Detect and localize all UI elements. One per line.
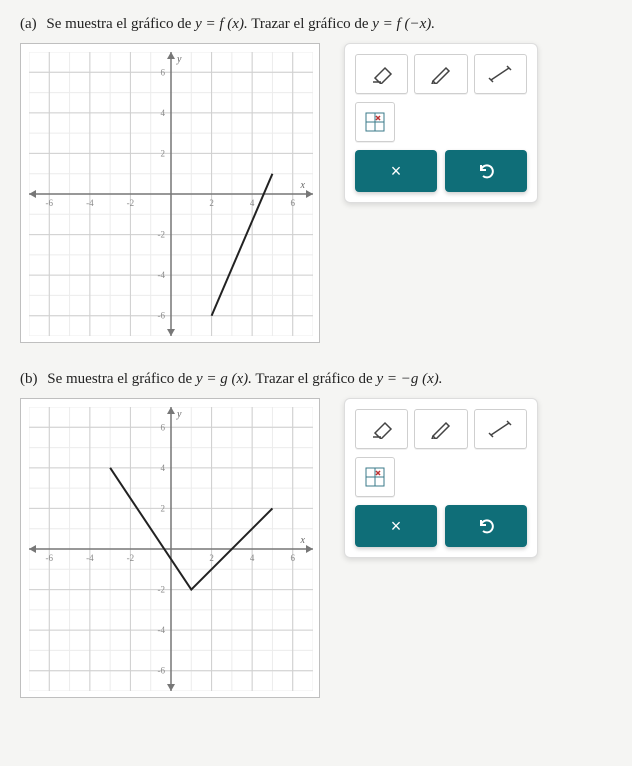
clear-button[interactable]: × [355, 150, 437, 192]
close-icon: × [391, 161, 402, 182]
eraser-tool[interactable] [355, 409, 408, 449]
graph-svg: -6-4-2246-6-4-2246xy [29, 52, 313, 336]
svg-text:-4: -4 [158, 625, 166, 635]
svg-text:-2: -2 [127, 198, 135, 208]
point-grid-tool[interactable] [355, 102, 395, 142]
svg-text:2: 2 [209, 553, 214, 563]
svg-text:y: y [176, 54, 182, 65]
svg-text:6: 6 [290, 553, 295, 563]
undo-icon [476, 161, 496, 181]
prompt-text-mid: Trazar el gráfico de [251, 16, 372, 32]
undo-icon [476, 516, 496, 536]
svg-text:4: 4 [161, 108, 166, 118]
tool-panel-b: × [344, 398, 538, 558]
svg-text:x: x [300, 180, 306, 191]
svg-text:x: x [300, 535, 306, 546]
pencil-tool[interactable] [414, 54, 467, 94]
pencil-tool[interactable] [414, 409, 467, 449]
prompt-text: Se muestra el gráfico de [47, 371, 196, 387]
svg-text:-4: -4 [86, 553, 94, 563]
line-tool[interactable] [474, 54, 527, 94]
eraser-tool[interactable] [355, 54, 408, 94]
equation-2: y = −g (x). [376, 371, 442, 387]
svg-text:2: 2 [161, 148, 166, 158]
part-label: (a) [20, 16, 37, 32]
svg-text:2: 2 [209, 198, 214, 208]
tool-panel-a: × [344, 43, 538, 203]
svg-text:4: 4 [250, 553, 255, 563]
svg-text:6: 6 [161, 422, 166, 432]
svg-text:6: 6 [161, 67, 166, 77]
close-icon: × [391, 516, 402, 537]
prompt-a: (a) Se muestra el gráfico de y = f (x). … [20, 16, 612, 33]
prompt-text: Se muestra el gráfico de [46, 16, 195, 32]
prompt-b: (b) Se muestra el gráfico de y = g (x). … [20, 371, 612, 388]
svg-text:-2: -2 [158, 230, 166, 240]
equation-1: y = g (x). [196, 371, 252, 387]
line-tool[interactable] [474, 409, 527, 449]
svg-text:y: y [176, 409, 182, 420]
svg-text:-6: -6 [46, 553, 54, 563]
svg-text:-2: -2 [127, 553, 135, 563]
equation-1: y = f (x). [195, 16, 248, 32]
svg-text:-6: -6 [158, 666, 166, 676]
problem-a: (a) Se muestra el gráfico de y = f (x). … [20, 16, 612, 343]
problem-b: (b) Se muestra el gráfico de y = g (x). … [20, 371, 612, 698]
svg-text:2: 2 [161, 503, 166, 513]
svg-text:6: 6 [290, 198, 295, 208]
graph-svg: -6-4-2246-6-4-2246xy [29, 407, 313, 691]
svg-text:-2: -2 [158, 585, 166, 595]
svg-text:4: 4 [250, 198, 255, 208]
point-grid-tool[interactable] [355, 457, 395, 497]
svg-text:-6: -6 [46, 198, 54, 208]
svg-text:-6: -6 [158, 311, 166, 321]
svg-text:-4: -4 [158, 270, 166, 280]
undo-button[interactable] [445, 150, 527, 192]
prompt-text-mid: Trazar el gráfico de [255, 371, 376, 387]
clear-button[interactable]: × [355, 505, 437, 547]
svg-text:4: 4 [161, 463, 166, 473]
graph-canvas-b[interactable]: -6-4-2246-6-4-2246xy [20, 398, 320, 698]
undo-button[interactable] [445, 505, 527, 547]
equation-2: y = f (−x). [372, 16, 435, 32]
svg-text:-4: -4 [86, 198, 94, 208]
graph-canvas-a[interactable]: -6-4-2246-6-4-2246xy [20, 43, 320, 343]
part-label: (b) [20, 371, 38, 387]
